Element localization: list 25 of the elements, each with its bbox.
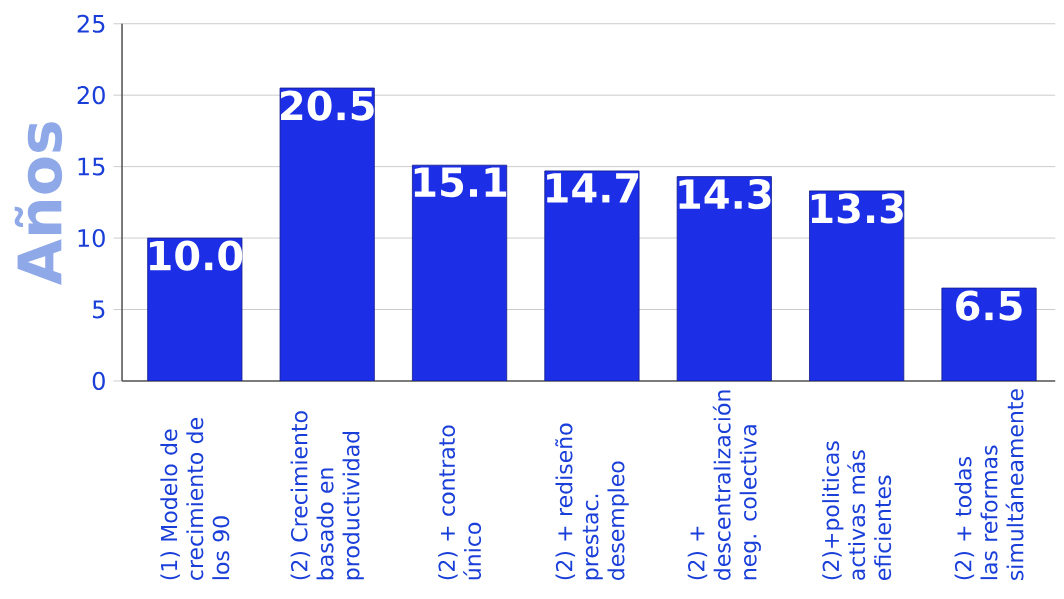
x-tick-label: (2) + rediseño prestac. desempleo (555, 423, 629, 580)
data-label: 13.3 (811, 193, 903, 224)
y-tick-label: 0 (92, 371, 105, 390)
bar (676, 176, 772, 381)
y-axis-title: Años (14, 122, 63, 285)
x-tick-label: (2)+politicas activas más eficientes (822, 441, 892, 580)
data-label: 20.5 (281, 90, 374, 121)
y-tick-label: 5 (93, 300, 105, 319)
x-tick-label: (2) + contrato único (438, 425, 482, 580)
y-tick-label: 10 (78, 228, 105, 247)
y-tick-label: 25 (77, 14, 105, 33)
y-tick-label: 20 (77, 85, 105, 105)
bar (412, 164, 508, 381)
data-label: 14.7 (547, 173, 639, 203)
y-tick-label: 15 (78, 157, 105, 176)
data-label: 14.3 (679, 178, 771, 210)
x-tick-label: (2) + todas las reformas simultáneamente (954, 389, 1024, 580)
data-label: 15.1 (414, 167, 507, 198)
data-label: 6.5 (956, 290, 1022, 321)
bar (809, 190, 905, 381)
bar (941, 287, 1037, 381)
x-tick-label: (1) Modelo de crecimiento de los 90 (160, 417, 230, 580)
bar (279, 87, 375, 381)
bar (544, 170, 640, 381)
x-tick-label: (2) Crecimiento basado en productividad (290, 411, 364, 580)
